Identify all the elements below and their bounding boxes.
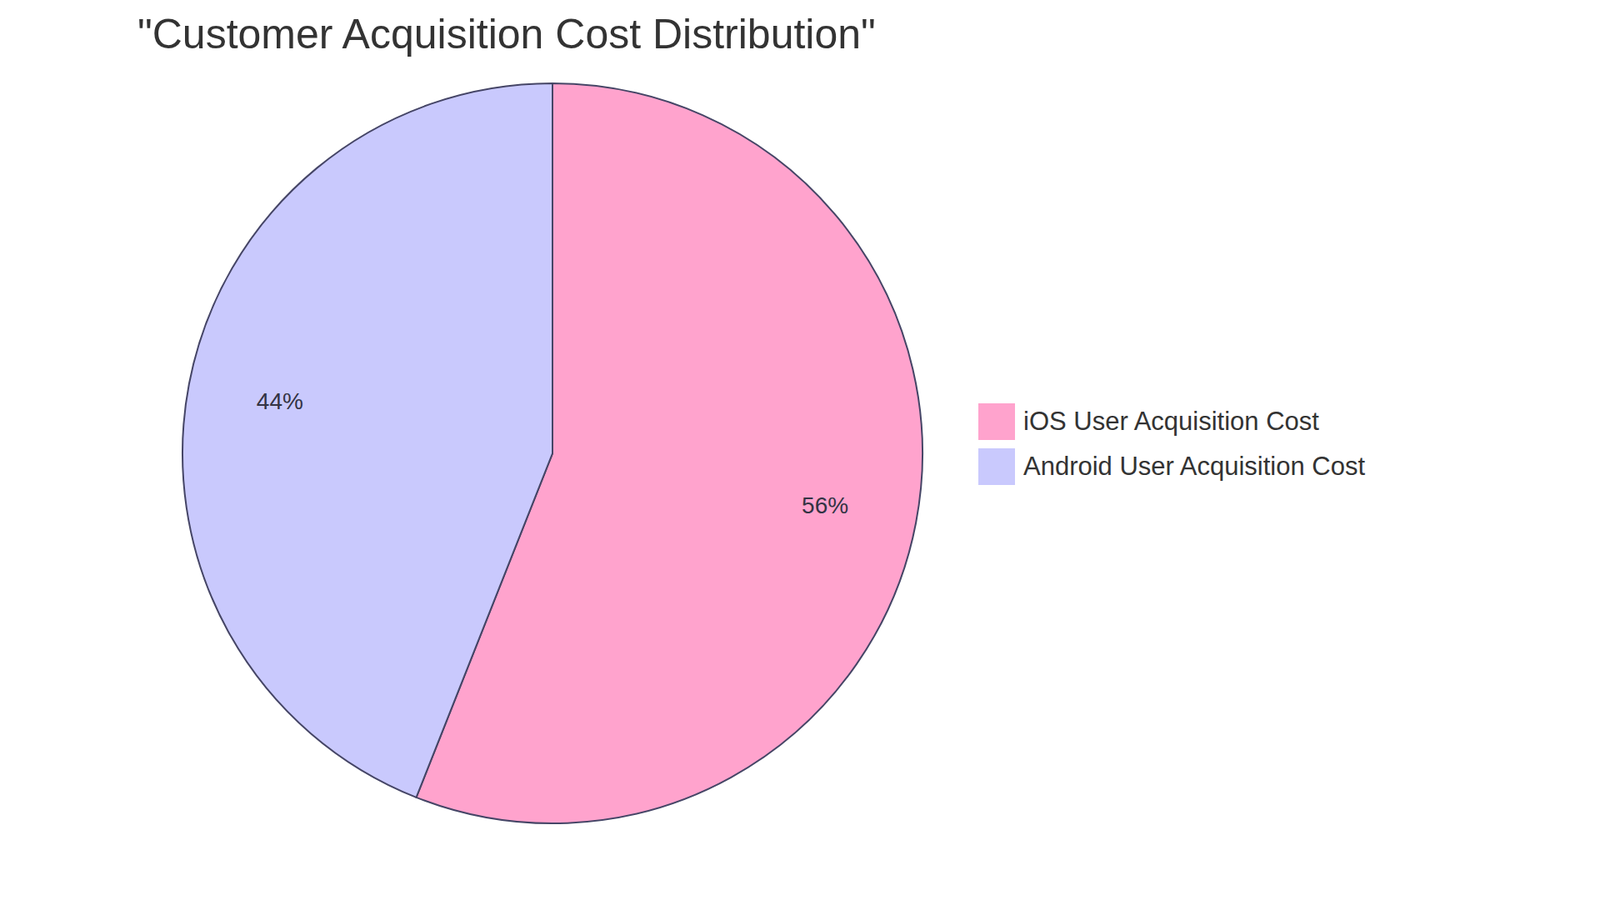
html-text:iOS User Acquisition Cost: iOS User Acquisition Cost [1023, 406, 1320, 436]
html-text:"Customer Acquisition Cost Dis: "Customer Acquisition Cost Distribution" [137, 10, 876, 58]
svg-text:56%: 56% [801, 492, 849, 519]
html-text:Android User Acquisition Cost: Android User Acquisition Cost [1023, 451, 1366, 481]
svg-text:44%: 44% [256, 388, 304, 415]
